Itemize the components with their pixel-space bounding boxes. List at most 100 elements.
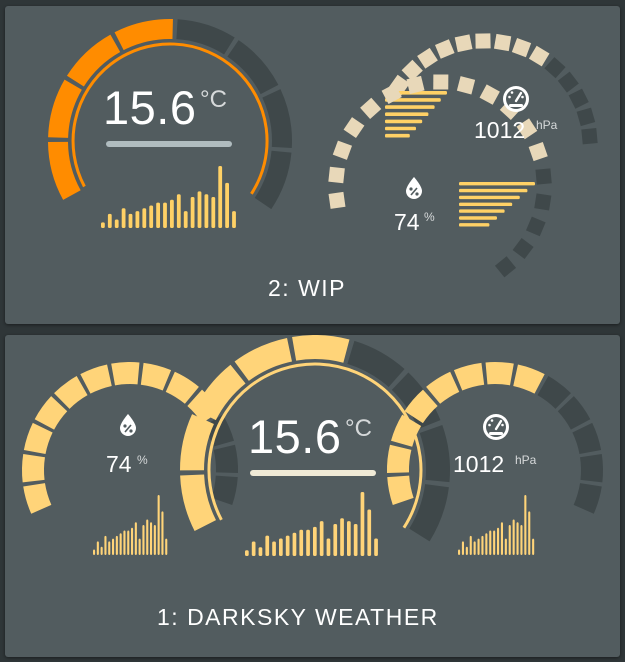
darksky-pressure-history-bar bbox=[524, 495, 527, 555]
wip-temperature-value: 15.6 bbox=[103, 81, 197, 134]
wip-humidity-history-bar bbox=[459, 182, 535, 186]
wip-humidity-history-bar bbox=[459, 223, 490, 227]
darksky-humidity-history-bar bbox=[142, 525, 145, 555]
darksky-humidity-gauge-segment bbox=[54, 376, 88, 410]
darksky-pressure-history-bar bbox=[473, 541, 476, 555]
darksky-humidity-unit: % bbox=[137, 453, 148, 467]
darksky-humidity-history-bar bbox=[108, 541, 111, 555]
darksky-temperature-history-bar bbox=[285, 535, 290, 556]
wip-pressure-gauge-block bbox=[576, 107, 596, 127]
wip-humidity-gauge-block bbox=[516, 118, 538, 140]
darksky-temperature-history-bar bbox=[319, 521, 324, 556]
wip-temperature-history-bar bbox=[163, 202, 167, 228]
wip-temperature-history-bar bbox=[156, 202, 160, 228]
wip-pressure-history-bar bbox=[385, 105, 435, 109]
darksky-temperature-inner-ring bbox=[207, 362, 423, 529]
wip-humidity-gauge-block bbox=[433, 74, 449, 90]
wip-pressure-gauge-block bbox=[454, 34, 473, 53]
darksky-temperature-gauge-segment bbox=[347, 340, 405, 388]
wip-card-title: 2: WIP bbox=[268, 275, 347, 301]
wip-temperature-history-bar bbox=[135, 211, 140, 228]
darksky-humidity-history-bar bbox=[100, 546, 103, 555]
darksky-humidity-history-bar bbox=[127, 530, 130, 555]
darksky-humidity-history-bar bbox=[161, 511, 164, 555]
wip-temperature-history-bar bbox=[170, 199, 174, 228]
darksky-temperature-value: 15.6 bbox=[248, 410, 342, 463]
darksky-pressure-history-bar bbox=[532, 538, 535, 555]
wip-temperature-history-bar bbox=[142, 208, 147, 228]
darksky-temperature-history-bar bbox=[313, 526, 317, 556]
wip-temperature-gauge-segment bbox=[114, 18, 173, 51]
darksky-humidity-history-bar bbox=[134, 522, 137, 555]
wip-humidity-history-bar bbox=[459, 195, 520, 200]
wip-pressure-gauge-block bbox=[401, 59, 423, 82]
darksky-temperature-history-bar bbox=[374, 538, 378, 556]
darksky-pressure-gauge-segment bbox=[453, 362, 485, 391]
darksky-temperature-history-bar bbox=[258, 547, 263, 556]
darksky-pressure-history-bar bbox=[465, 546, 468, 555]
darksky-humidity-gauge-segment bbox=[34, 396, 68, 430]
wip-temperature-history-bar bbox=[121, 208, 126, 228]
darksky-temperature-gauge-segment bbox=[179, 414, 215, 471]
darksky-humidity-history-bar bbox=[150, 522, 153, 555]
darksky-humidity-history-bar bbox=[157, 495, 160, 555]
darksky-humidity-history-bar bbox=[165, 538, 168, 555]
darksky-temperature-gauge-segment bbox=[419, 425, 450, 483]
wip-pressure-gauge-block bbox=[511, 37, 532, 58]
darksky-temperature-history-bar bbox=[347, 521, 351, 556]
darksky-temperature-history-bar bbox=[360, 492, 365, 556]
wip-temperature-history-bar bbox=[197, 191, 202, 228]
darksky-pressure-gauge-segment bbox=[512, 364, 545, 394]
wip-temperature-history-bar bbox=[211, 197, 216, 228]
wip-humidity-history-bar bbox=[459, 202, 513, 206]
darksky-pressure-gauge-segment bbox=[386, 444, 412, 473]
wip-temperature-gauge-segment bbox=[176, 19, 235, 55]
wip-humidity-history-bar bbox=[459, 209, 505, 213]
darksky-humidity-gauge-segment bbox=[23, 482, 52, 514]
wip-pressure-history-bar bbox=[385, 119, 423, 124]
darksky-humidity-gauge-segment bbox=[23, 422, 53, 455]
darksky-temperature-history-bar bbox=[272, 541, 276, 556]
darksky-pressure-history-bar bbox=[458, 549, 461, 555]
wip-pressure-gauge-block bbox=[417, 47, 438, 69]
wip-pressure-history-bar bbox=[385, 98, 441, 102]
wip-humidity-gauge-block bbox=[525, 216, 546, 237]
darksky-temperature-gauge-segment bbox=[194, 364, 246, 421]
darksky-pressure-history-bar bbox=[512, 519, 515, 555]
wip-pressure-gauge-block bbox=[544, 57, 566, 79]
darksky-humidity-history-bar bbox=[146, 519, 149, 555]
darksky-pressure-value: 1012 bbox=[453, 451, 505, 477]
darksky-pressure-history-bar bbox=[500, 522, 503, 555]
wip-humidity-gauge-block bbox=[381, 83, 402, 105]
darksky-pressure-history-bar bbox=[508, 525, 511, 555]
darksky-humidity-history-bar bbox=[104, 535, 107, 555]
darksky-humidity-history-bar bbox=[131, 527, 134, 555]
darksky-humidity-gauge-segment bbox=[203, 414, 234, 448]
darksky-temperature-history-bar bbox=[353, 524, 358, 556]
wip-comfort-bar bbox=[106, 141, 232, 147]
wip-temperature-unit: °C bbox=[200, 86, 227, 113]
darksky-gauges bbox=[22, 335, 603, 556]
wip-pressure-history-bar bbox=[385, 112, 429, 116]
wip-temperature-gauge-segment bbox=[262, 89, 292, 148]
wip-temperature-history-bar bbox=[107, 213, 112, 228]
wip-pressure-history-bar bbox=[385, 126, 416, 131]
wip-temperature-gauge-segment bbox=[48, 141, 81, 200]
darksky-pressure-gauge-segment bbox=[572, 422, 602, 455]
darksky-pressure-gauge-segment bbox=[485, 362, 514, 386]
darksky-temperature-gauge-segment bbox=[409, 483, 449, 542]
darksky-humidity-history-bar bbox=[93, 549, 96, 555]
darksky-temperature-history-bar bbox=[292, 532, 297, 556]
darksky-pressure-history-bar bbox=[461, 541, 464, 555]
darksky-temperature-history-bar bbox=[245, 550, 249, 556]
darksky-humidity-gauge-segment bbox=[80, 364, 113, 394]
darksky-pressure-history-bar bbox=[528, 511, 531, 555]
darksky-temperature-history-bar bbox=[326, 538, 331, 556]
wip-humidity-gauge-block bbox=[328, 191, 346, 209]
wip-temperature-history-bar bbox=[225, 182, 229, 228]
wip-humidity-gauge-block bbox=[456, 76, 476, 95]
darksky-pressure-gauge-segment bbox=[537, 376, 571, 410]
darksky-humidity-gauge-segment bbox=[211, 475, 238, 505]
wip-pressure-history-bar bbox=[385, 133, 410, 138]
wip-humidity-gauge-block bbox=[343, 117, 365, 139]
